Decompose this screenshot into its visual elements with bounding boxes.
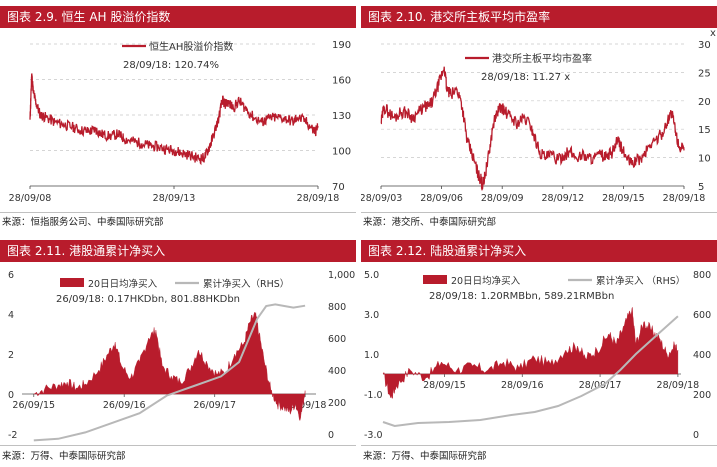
y-tick-label: 25 [698, 68, 711, 79]
x-tick-label: 28/09/08 [9, 193, 52, 204]
legend-swatch [423, 275, 447, 284]
x-tick-label: 28/09/13 [153, 193, 196, 204]
x-tick-label: 28/09/18 [297, 193, 340, 204]
source-note-ah-premium: 来源：恒指服务公司、中泰国际研究部 [2, 217, 164, 228]
source-divider-left [0, 212, 356, 213]
x-tick-label: 28/09/18 [663, 193, 706, 204]
legend-swatch [60, 278, 84, 287]
y-left-tick-label: -2 [8, 430, 17, 441]
annotation-latest-value: 28/09/18: 11.27 x [481, 72, 570, 83]
source-note-southbound: 来源：万得、中泰国际研究部 [2, 451, 126, 462]
y-right-tick-label: 400 [693, 350, 711, 361]
source-divider-left-bottom [0, 445, 356, 446]
y-left-tick-label: 6 [8, 270, 14, 281]
legend-label: 累计净买入 （RHS） [596, 275, 685, 287]
y-right-tick-label: 600 [693, 310, 711, 321]
y-tick-label: 100 [332, 147, 351, 158]
y-right-tick-label: 800 [693, 270, 711, 281]
series-line [29, 73, 319, 166]
y-left-tick-label: 1.0 [364, 350, 379, 361]
x-tick-label: 26/09/17 [193, 400, 236, 411]
legend-label: 累计净买入（RHS） [203, 278, 289, 290]
y-left-tick-label: -1.0 [364, 390, 383, 401]
x-tick-label: 28/09/15 [423, 380, 466, 391]
y-tick-label: 15 [698, 125, 711, 136]
y-right-tick-label: 800 [328, 302, 346, 313]
x-tick-label: 28/09/15 [602, 193, 645, 204]
legend-label: 20日日均净买入 [88, 278, 158, 290]
y-left-tick-label: 0 [8, 390, 14, 401]
y-unit-label: x [710, 28, 716, 39]
y-right-tick-label: 200 [693, 390, 711, 401]
y-left-tick-label: 4 [8, 310, 14, 321]
source-divider-right-bottom [361, 445, 717, 446]
x-tick-label: 28/09/18 [657, 380, 700, 391]
y-tick-label: 70 [332, 182, 345, 193]
x-tick-label: 26/09/15 [12, 400, 55, 411]
x-tick-label: 28/09/03 [361, 193, 402, 204]
y-left-tick-label: 2 [8, 350, 14, 361]
source-note-hkex-pe: 来源：港交所、中泰国际研究部 [363, 217, 497, 228]
annotation-latest-value: 28/09/18: 1.20RMBbn, 589.21RMBbn [429, 291, 614, 302]
legend-label: 恒生AH股溢价指数 [149, 40, 233, 53]
y-right-tick-label: 400 [328, 366, 346, 377]
chart-header-ah-premium: 图表 2.9. 恒生 AH 股溢价指数 [0, 6, 356, 28]
series-line [33, 303, 306, 442]
series-area [382, 306, 679, 399]
chart-header-hkex-pe: 图表 2.10. 港交所主板平均市盈率 [361, 6, 717, 28]
y-right-tick-label: 1,000 [328, 270, 355, 281]
legend-label: 20日日均净买入 [451, 275, 521, 287]
northbound-chart: -3.0 -1.0 1.0 3.0 5.0 0 200 400 600 800 28/09/15 28… [364, 270, 711, 441]
x-tick-label: 28/09/09 [481, 193, 524, 204]
y-tick-label: 160 [332, 76, 351, 87]
y-tick-label: 130 [332, 111, 351, 122]
series-line [380, 66, 685, 191]
y-left-tick-label: -3.0 [364, 430, 383, 441]
y-tick-label: 190 [332, 40, 351, 51]
series-area [33, 311, 306, 422]
y-tick-label: 30 [698, 40, 711, 51]
hkex-pe-chart: 5 10 15 20 25 30 28/09/03 28/09/06 28/09/09 28/09… [361, 28, 716, 204]
y-tick-label: 10 [698, 154, 711, 165]
x-tick-label: 26/09/18 [284, 400, 327, 411]
chart-header-southbound: 图表 2.11. 港股通累计净买入 [0, 240, 356, 262]
source-note-northbound: 来源：万得、中泰国际研究部 [363, 451, 487, 462]
y-left-tick-label: 5.0 [364, 270, 379, 281]
legend-label: 港交所主板平均市盈率 [492, 52, 592, 65]
x-tick-label: 28/09/16 [501, 380, 544, 391]
x-tick-label: 26/09/16 [103, 400, 146, 411]
y-right-tick-label: 0 [328, 430, 334, 441]
x-tick-label: 28/09/12 [541, 193, 584, 204]
ah-premium-chart: 70 100 130 160 190 28/09/08 28/09/13 28/09/18 恒生… [9, 40, 351, 204]
y-tick-label: 20 [698, 97, 711, 108]
y-right-tick-label: 0 [693, 430, 699, 441]
y-left-tick-label: 3.0 [364, 310, 379, 321]
source-divider-right [361, 212, 717, 213]
x-tick-label: 28/09/06 [420, 193, 463, 204]
y-right-tick-label: 200 [328, 398, 346, 409]
annotation-latest-value: 28/09/18: 120.74% [123, 60, 219, 71]
series-line [382, 315, 679, 428]
y-right-tick-label: 600 [328, 334, 346, 345]
y-tick-label: 5 [698, 182, 704, 193]
southbound-chart: -2 0 2 4 6 0 200 400 600 800 1,000 26/09/15 26/09/16… [8, 270, 355, 442]
annotation-latest-value: 26/09/18: 0.17HKDbn, 801.88HKDbn [56, 294, 240, 305]
chart-header-northbound: 图表 2.12. 陆股通累计净买入 [361, 240, 717, 262]
